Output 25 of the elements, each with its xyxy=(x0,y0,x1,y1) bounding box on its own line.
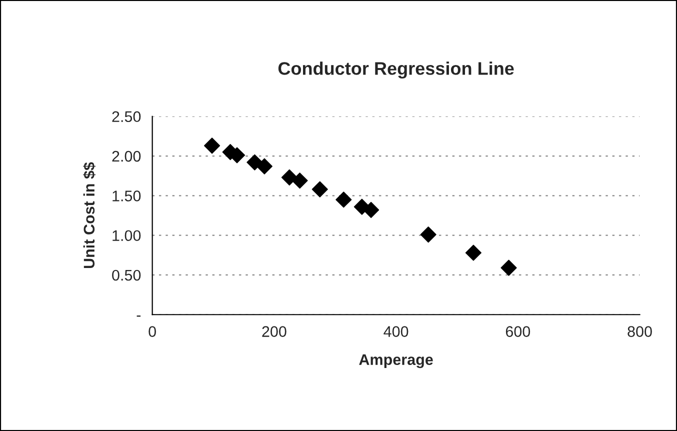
point xyxy=(281,169,298,186)
point xyxy=(500,260,517,276)
point xyxy=(246,154,263,170)
y-tick-label: - xyxy=(136,316,141,317)
x-tick-label: 400 xyxy=(384,326,408,337)
x-tick-label: 800 xyxy=(628,326,652,337)
point xyxy=(204,138,220,154)
point xyxy=(420,226,436,243)
y-tick-label: 2.00 xyxy=(112,150,141,162)
x-tick-label: 600 xyxy=(506,326,530,337)
point xyxy=(465,244,482,261)
x-axis-title: Amperage xyxy=(359,354,433,368)
x-tick-label: 0 xyxy=(148,326,156,337)
point xyxy=(312,181,328,198)
y-axis-title: Unit Cost in $$ xyxy=(83,162,96,268)
point xyxy=(256,158,272,174)
point xyxy=(292,172,308,189)
point xyxy=(363,202,380,218)
y-tick-label: 2.50 xyxy=(112,111,141,122)
y-tick-label: 1.50 xyxy=(112,190,141,202)
x-tick-label: 200 xyxy=(262,326,286,337)
point xyxy=(336,192,352,208)
y-tick-label: 0.50 xyxy=(112,270,141,281)
chart-title: Conductor Regression Line xyxy=(278,62,514,79)
y-tick-label: 1.00 xyxy=(112,230,141,242)
